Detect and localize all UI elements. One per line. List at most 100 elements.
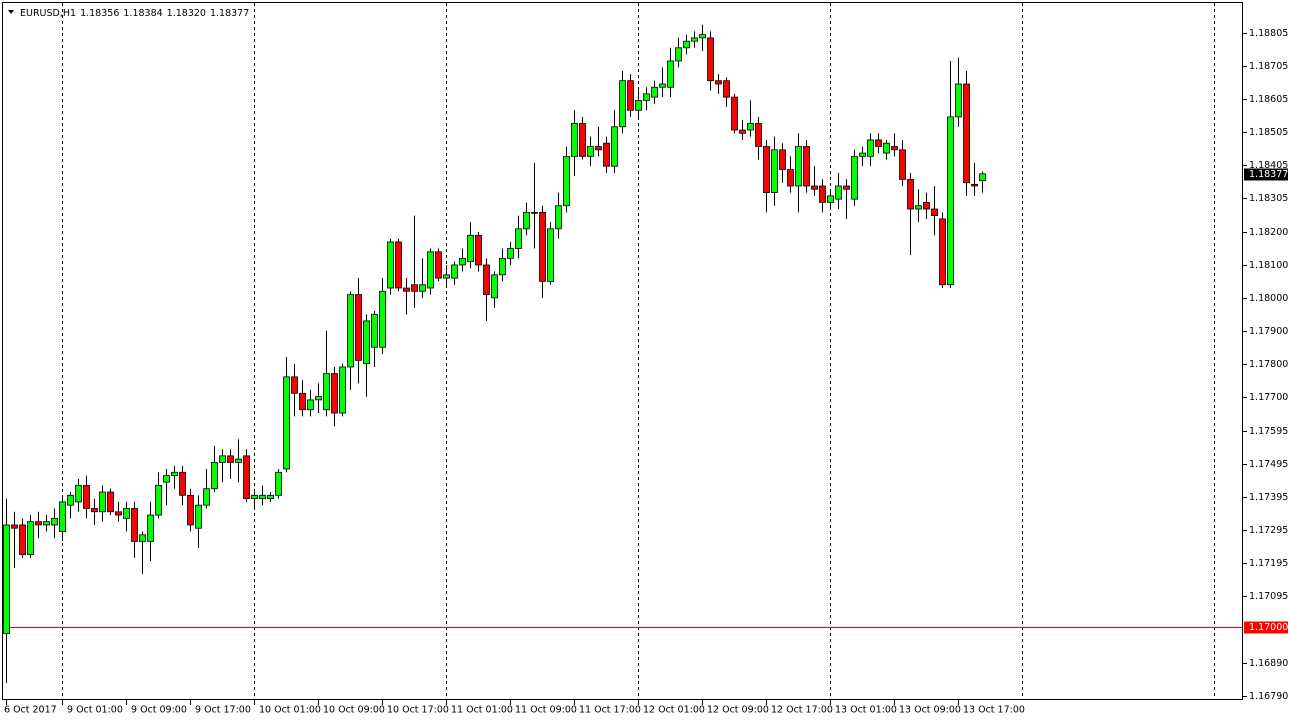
candle-body: [587, 146, 594, 157]
candle-body: [771, 149, 778, 193]
candle-body: [515, 228, 522, 249]
candle-body: [11, 524, 18, 529]
x-tick-label: 11 Oct 01:00: [451, 705, 513, 716]
x-tick-label: 11 Oct 09:00: [515, 705, 577, 716]
x-tick-label: 9 Oct 17:00: [195, 705, 251, 716]
candle-body: [867, 139, 874, 157]
candle-body: [155, 485, 162, 516]
candle-body: [635, 100, 642, 111]
y-tick-label: 1.17800: [1249, 359, 1288, 370]
candle-body: [51, 517, 58, 526]
candle-body: [507, 248, 514, 259]
x-tick-label: 12 Oct 09:00: [707, 705, 769, 716]
candle-body: [611, 126, 618, 167]
x-tick-label: 13 Oct 17:00: [963, 705, 1025, 716]
x-tick-label: 11 Oct 17:00: [579, 705, 641, 716]
candle-body: [419, 284, 426, 292]
candle-body: [235, 458, 242, 463]
symbol: EURUSD,H1: [20, 8, 76, 19]
candle-body: [595, 146, 602, 151]
candle-body: [779, 149, 786, 170]
candle-body: [731, 96, 738, 131]
candle-body: [947, 116, 954, 286]
candle-body: [899, 149, 906, 180]
y-tick-label: 1.16790: [1249, 691, 1288, 702]
candle-body: [195, 504, 202, 529]
y-tick-label: 1.18505: [1249, 127, 1288, 138]
candle-body: [3, 524, 10, 634]
candle-body: [739, 129, 746, 134]
candle-body: [811, 185, 818, 190]
header-open: 1.18356: [80, 8, 119, 19]
y-tick-label: 1.17095: [1249, 591, 1288, 602]
price-label-box: [1244, 168, 1288, 181]
chart-header: EURUSD,H1 1.18356 1.18384 1.18320 1.18377: [20, 8, 249, 19]
candle-body: [851, 155, 858, 200]
candle-body: [891, 146, 898, 151]
candle-body: [795, 146, 802, 187]
candle-body: [171, 471, 178, 476]
y-tick-label: 1.17700: [1249, 392, 1288, 403]
candle-body: [203, 488, 210, 506]
candle-body: [555, 205, 562, 230]
candle-body: [267, 494, 274, 500]
y-tick-label: 1.18000: [1249, 293, 1288, 304]
candle-body: [827, 195, 834, 203]
candle-body: [187, 494, 194, 526]
y-tick-label: 1.17900: [1249, 326, 1288, 337]
candle-body: [435, 251, 442, 279]
level-label: 1.17000: [1249, 622, 1288, 633]
candle-body: [531, 211, 538, 214]
candle-body: [923, 202, 930, 210]
x-tick-label: 12 Oct 17:00: [771, 705, 833, 716]
candle-body: [859, 152, 866, 157]
y-tick-label: 1.17195: [1249, 558, 1288, 569]
y-tick-label: 1.18405: [1249, 160, 1288, 171]
candle-body: [43, 521, 50, 526]
candle-body: [691, 37, 698, 42]
candle-body: [475, 234, 482, 266]
candle-body: [251, 494, 258, 500]
candle-body: [875, 139, 882, 147]
level-label-box: [1244, 621, 1288, 634]
candle-body: [707, 37, 714, 82]
candle-body: [683, 40, 690, 49]
candle-body: [459, 257, 466, 266]
candle-body: [931, 208, 938, 217]
candle-body: [787, 169, 794, 187]
x-tick-label: 6 Oct 2017: [4, 705, 57, 716]
candle-body: [131, 508, 138, 542]
x-tick-label: 9 Oct 01:00: [67, 705, 123, 716]
candle-body: [227, 455, 234, 463]
y-tick-label: 1.18200: [1249, 227, 1288, 238]
candle-body: [107, 491, 114, 513]
candle-body: [27, 521, 34, 555]
candle-body: [59, 501, 66, 532]
candle-body: [627, 80, 634, 111]
candle-body: [35, 521, 42, 526]
candle-body: [563, 155, 570, 207]
candle-body: [147, 514, 154, 542]
x-tick-label: 13 Oct 09:00: [899, 705, 961, 716]
candle-body: [603, 142, 610, 167]
candle-body: [483, 264, 490, 295]
y-tick-label: 1.16890: [1249, 658, 1288, 669]
symbol-menu-icon[interactable]: [8, 10, 14, 14]
candle-body: [331, 373, 338, 414]
candle-body: [835, 185, 842, 200]
candle-body: [747, 123, 754, 131]
candle-body: [19, 524, 26, 555]
candle-body: [667, 60, 674, 88]
candle-body: [91, 508, 98, 513]
candle-body: [395, 241, 402, 289]
candle-body: [363, 320, 370, 365]
candle-body: [571, 123, 578, 157]
candle-body: [763, 146, 770, 193]
candle-body: [915, 205, 922, 210]
candle-body: [907, 179, 914, 210]
y-tick-label: 1.17395: [1249, 492, 1288, 503]
candle-body: [547, 228, 554, 282]
header-low: 1.18320: [167, 8, 206, 19]
